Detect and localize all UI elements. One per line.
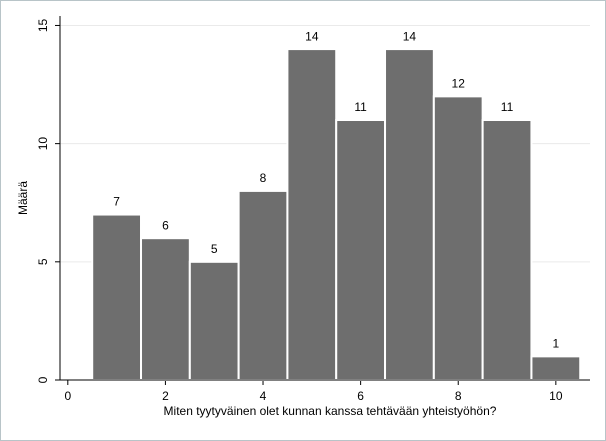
bar	[481, 119, 533, 381]
bar	[188, 260, 240, 381]
data-label: 7	[113, 195, 120, 209]
data-label: 14	[305, 29, 319, 43]
x-axis-label: Miten tyytyväinen olet kunnan kanssa teh…	[164, 404, 497, 418]
x-tick-label: 6	[357, 389, 364, 403]
y-axis-label: Määrä	[16, 181, 30, 215]
y-tick-label: 10	[36, 137, 50, 151]
bar	[335, 119, 387, 381]
bar	[237, 189, 289, 381]
y-tick-label: 15	[36, 18, 50, 32]
data-label: 6	[162, 218, 169, 232]
data-label: 11	[501, 100, 514, 114]
data-label: 14	[403, 29, 417, 43]
x-tick-label: 10	[549, 389, 563, 403]
data-label: 11	[354, 100, 367, 114]
y-tick-label: 0	[36, 376, 50, 383]
x-tick-label: 0	[64, 389, 71, 403]
bar	[432, 95, 484, 381]
bar	[384, 48, 435, 381]
data-label: 12	[452, 77, 466, 91]
bar	[91, 213, 143, 381]
data-label: 5	[211, 242, 218, 256]
data-label: 8	[260, 171, 267, 185]
data-label: 1	[552, 337, 559, 351]
y-tick-label: 5	[36, 258, 50, 265]
x-tick-label: 4	[260, 389, 267, 403]
bar	[286, 48, 338, 381]
bar	[530, 355, 582, 382]
x-tick-label: 2	[162, 389, 169, 403]
x-tick-label: 8	[455, 389, 462, 403]
bar	[140, 237, 191, 381]
